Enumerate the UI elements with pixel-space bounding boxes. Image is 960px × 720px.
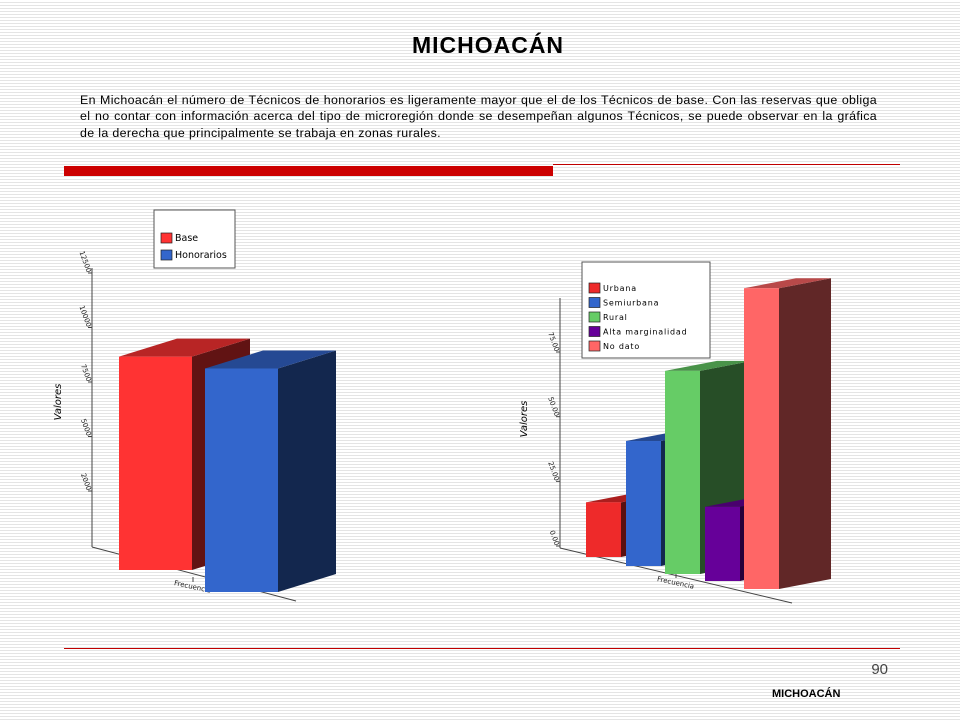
y-tick-label: 5000 (79, 418, 93, 437)
legend: Urbana Semiurbana Rural Alta marginalidad No… (581, 261, 711, 359)
legend-item-base: Base (160, 232, 198, 244)
chart-microregion: 0.0025.0050.0075.00ValoresFrecuenciaUrba… (519, 261, 831, 604)
page-number: 90 (871, 661, 888, 678)
legend-item-no-dato: No dato (588, 340, 640, 352)
y-tick-label: 50.00 (546, 396, 560, 418)
footer-label: MICHOACÁN (772, 688, 841, 700)
y-tick-label: 12500 (77, 250, 92, 274)
legend-label: Honorarios (175, 250, 227, 261)
y-tick-label: 7500 (79, 363, 93, 382)
y-tick-label: 2000 (79, 472, 93, 491)
legend-label: Rural (603, 313, 628, 322)
chart-tipo-de-contrato: 2000500075001000012500ValoresFrecuenciaB… (53, 209, 336, 602)
legend-item-semiurbana: Semiurbana (588, 297, 659, 308)
legend-label: Alta marginalidad (603, 328, 688, 337)
bar-front (205, 368, 278, 592)
bar-honorarios (205, 350, 336, 592)
bar-front (705, 506, 740, 581)
legend-item-honorarios: Honorarios (160, 249, 227, 261)
bar-side (779, 278, 831, 589)
bar-front (665, 370, 700, 574)
bar-no-dato (744, 278, 831, 589)
legend-swatch (160, 249, 173, 261)
legend-box (581, 261, 711, 359)
page-title: MICHOACÁN (411, 32, 565, 58)
legend-item-urbana: Urbana (588, 282, 637, 294)
bar-top (205, 350, 336, 369)
legend: Base Honorarios (153, 209, 236, 269)
y-tick-label: 10000 (77, 305, 92, 329)
bar-front (119, 356, 192, 570)
bar-top (665, 360, 752, 371)
legend-label: Urbana (603, 284, 637, 293)
legend-item-alta-marginalidad: Alta marginalidad (588, 326, 688, 337)
legend-swatch (588, 282, 601, 294)
legend-swatch (588, 326, 601, 337)
y-tick-label: 75.00 (546, 331, 560, 353)
y-tick-label: 25.00 (546, 460, 560, 482)
legend-swatch (160, 232, 173, 244)
legend-swatch (588, 340, 601, 352)
legend-swatch (588, 311, 601, 323)
y-tick-label: 0.00 (548, 529, 561, 546)
accent-bar (64, 166, 553, 176)
bar-front (744, 288, 779, 589)
bottom-rule (64, 648, 900, 649)
legend-item-rural: Rural (588, 311, 628, 323)
bar-top (119, 338, 250, 357)
y-axis-title: Valores (519, 401, 530, 438)
y-axis-title: Valores (53, 384, 64, 421)
legend-label: Semiurbana (603, 299, 659, 308)
bar-front (586, 502, 621, 557)
legend-label: No dato (603, 342, 640, 351)
bar-front (626, 441, 661, 566)
legend-swatch (588, 297, 601, 308)
legend-label: Base (175, 233, 198, 244)
top-rule (553, 164, 900, 165)
bar-top (744, 278, 831, 289)
description-paragraph: En Michoacán el número de Técnicos de ho… (80, 93, 877, 140)
bar-side (278, 350, 336, 592)
